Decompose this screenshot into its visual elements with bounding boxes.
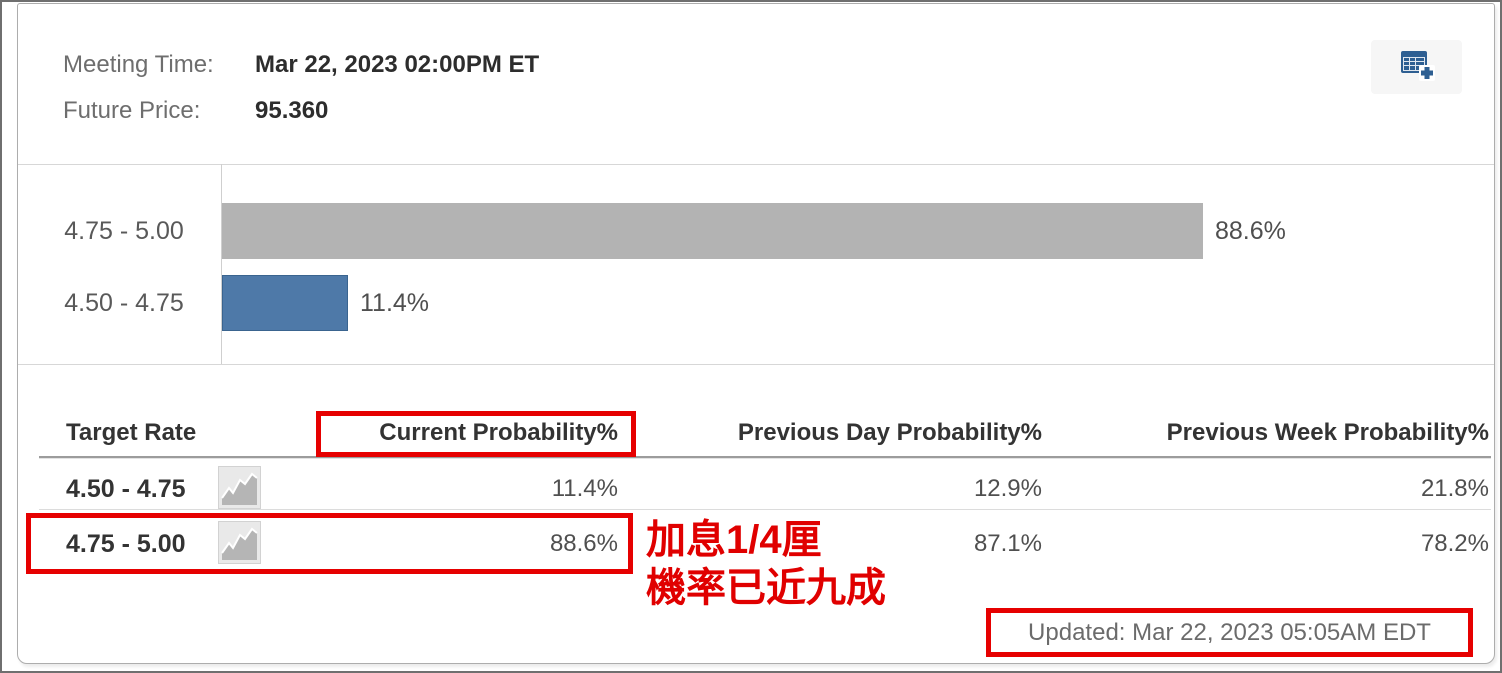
- table-cell-prev-day: 12.9%: [973, 475, 1042, 502]
- meeting-time-value: Mar 22, 2023 02:00PM ET: [255, 51, 540, 78]
- table-row-divider: [39, 509, 1491, 510]
- table-header-rule: [39, 456, 1491, 459]
- chart-bar-value-label: 88.6%: [1215, 217, 1286, 245]
- annotation-box-hike-row: [26, 513, 633, 574]
- col-header-previous-week-probability: Previous Week Probability%: [1166, 419, 1489, 446]
- col-header-previous-day-probability: Previous Day Probability%: [737, 419, 1042, 446]
- meeting-time-row: Meeting Time: Mar 22, 2023 02:00PM ET: [63, 50, 539, 80]
- chart-bottom-divider: [18, 364, 1494, 365]
- chart-bar-4.75-5.00: [222, 203, 1203, 259]
- sparkline-icon: [219, 472, 260, 511]
- chart-bar-4.50-4.75: [222, 275, 348, 331]
- table-add-icon: [1397, 48, 1437, 87]
- updated-timestamp: Updated: Mar 22, 2023 05:05AM EDT: [1028, 618, 1431, 646]
- table-cell-current: 11.4%: [551, 475, 618, 502]
- annotation-chinese-note: 加息1/4厘 機率已近九成: [646, 516, 886, 612]
- table-row-rate: 4.75 - 5.00: [66, 530, 186, 558]
- future-price-value: 95.360: [255, 97, 329, 124]
- annotation-box-current-probability: [316, 411, 636, 457]
- fedwatch-panel: Meeting Time: Mar 22, 2023 02:00PM ET Fut…: [17, 3, 1495, 664]
- future-price-row: Future Price: 95.360: [63, 96, 328, 126]
- meeting-time-label: Meeting Time:: [63, 51, 214, 78]
- chart-bar-value-label: 11.4%: [360, 289, 430, 317]
- annotation-box-updated: [986, 608, 1473, 657]
- history-chart-button[interactable]: [218, 521, 261, 564]
- chart-top-divider: [18, 164, 1494, 165]
- annotation-note-line2: 機率已近九成: [646, 565, 886, 610]
- table-cell-current: 88.6%: [549, 530, 618, 557]
- col-header-target-rate: Target Rate: [66, 419, 197, 446]
- history-chart-button[interactable]: [218, 466, 261, 509]
- future-price-label: Future Price:: [63, 97, 201, 124]
- table-cell-prev-week: 21.8%: [1420, 475, 1489, 502]
- chart-y-axis: [221, 164, 222, 364]
- sparkline-icon: [219, 527, 260, 566]
- chart-category-label: 4.50 - 4.75: [64, 289, 184, 317]
- chart-category-label: 4.75 - 5.00: [64, 217, 184, 245]
- table-cell-prev-week: 78.2%: [1420, 530, 1489, 557]
- table-row-rate: 4.50 - 4.75: [66, 475, 186, 503]
- table-cell-prev-day: 87.1%: [973, 530, 1042, 557]
- export-table-button[interactable]: [1371, 40, 1462, 94]
- annotation-note-line1: 加息1/4厘: [646, 517, 822, 562]
- col-header-current-probability: Current Probability%: [379, 419, 618, 446]
